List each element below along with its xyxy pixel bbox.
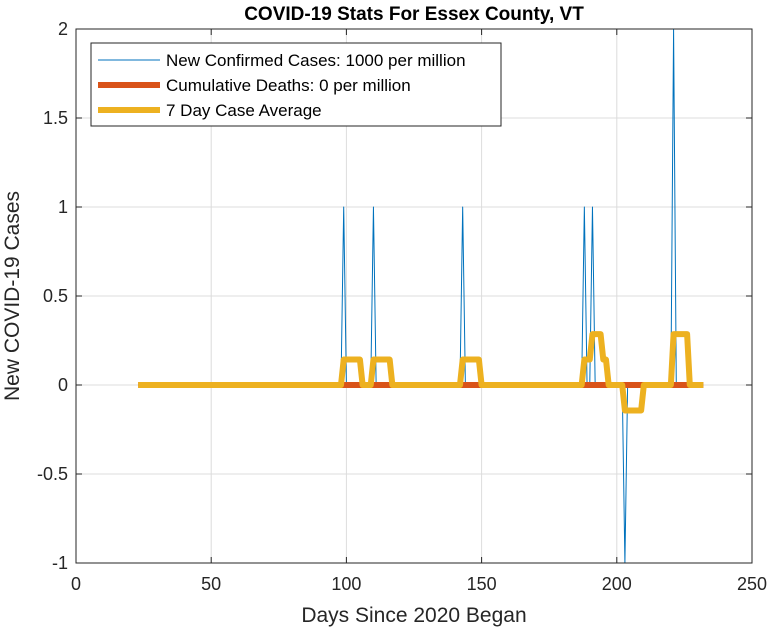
y-axis-label: New COVID-19 Cases — [1, 191, 24, 401]
y-tick-label: 1 — [58, 197, 68, 217]
y-tick-label: 0.5 — [43, 286, 68, 306]
legend-entry-new-cases-label: New Confirmed Cases: 1000 per million — [166, 51, 466, 70]
x-tick-label: 100 — [331, 574, 361, 594]
seven-day-average-line — [138, 331, 704, 414]
x-axis-label: Days Since 2020 Began — [301, 604, 526, 627]
y-tick-label: 1.5 — [43, 108, 68, 128]
x-tick-label: 150 — [467, 574, 497, 594]
series-layer — [138, 28, 704, 564]
x-tick-label: 0 — [71, 574, 81, 594]
y-tick-label: -0.5 — [37, 464, 68, 484]
x-tick-label: 200 — [602, 574, 632, 594]
x-tick-label: 250 — [737, 574, 767, 594]
ticks: 0 50 100 150 200 250 -1 -0.5 0 0.5 1 1.5 2 — [37, 19, 767, 594]
legend: New Confirmed Cases: 1000 per million Cum… — [90, 42, 502, 127]
legend-entry-seven-day-average-label: 7 Day Case Average — [166, 101, 322, 120]
x-tick-label: 50 — [201, 574, 221, 594]
y-tick-label: 0 — [58, 375, 68, 395]
y-tick-label: -1 — [52, 553, 68, 573]
y-tick-label: 2 — [58, 19, 68, 39]
legend-entry-cumulative-deaths-label: Cumulative Deaths: 0 per million — [166, 76, 411, 95]
chart-title: COVID-19 Stats For Essex County, VT — [244, 4, 584, 25]
